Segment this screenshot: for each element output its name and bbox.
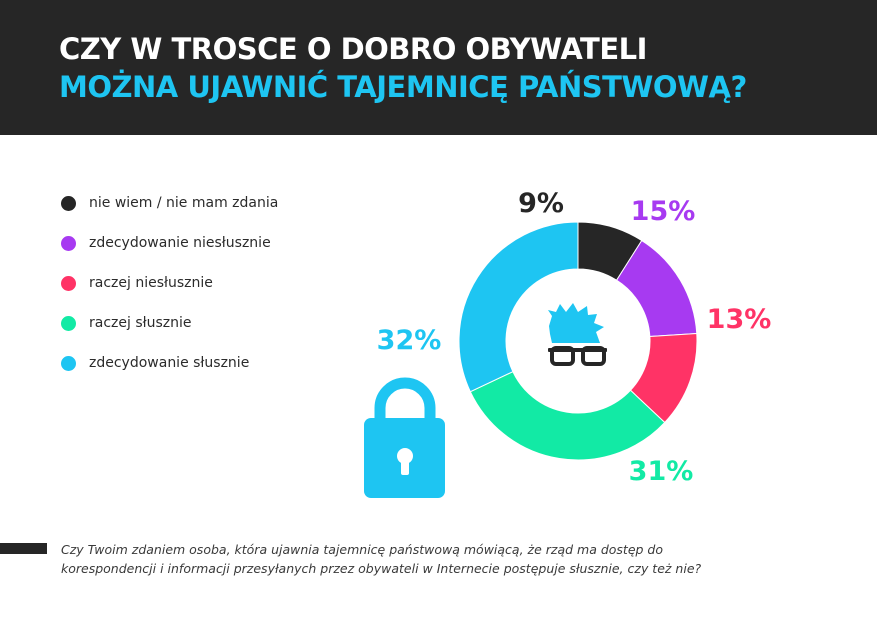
chart-legend: nie wiem / nie mam zdania zdecydowanie n… bbox=[61, 183, 278, 383]
header-banner: CZY W TROSCE O DOBRO OBYWATELI MOŻNA UJA… bbox=[0, 0, 877, 135]
page-title-line-1: CZY W TROSCE O DOBRO OBYWATELI bbox=[59, 32, 647, 66]
footnote-line-1: Czy Twoim zdaniem osoba, która ujawnia t… bbox=[61, 542, 664, 557]
legend-label: zdecydowanie słusznie bbox=[89, 355, 250, 371]
legend-swatch bbox=[61, 235, 76, 251]
legend-swatch bbox=[61, 275, 76, 291]
legend-item: raczej słusznie bbox=[61, 303, 278, 343]
legend-swatch bbox=[61, 195, 76, 211]
padlock-icon bbox=[364, 377, 445, 498]
legend-label: nie wiem / nie mam zdania bbox=[89, 195, 279, 211]
footnote-line-2: korespondencji i informacji przesyłanych… bbox=[61, 561, 702, 576]
slice-percent-label: 32% bbox=[377, 325, 442, 356]
legend-item: nie wiem / nie mam zdania bbox=[61, 183, 278, 223]
slice-percent-label: 31% bbox=[629, 456, 694, 487]
slice-percent-label: 9% bbox=[518, 188, 564, 219]
legend-swatch bbox=[61, 315, 76, 331]
legend-item: zdecydowanie słusznie bbox=[61, 343, 278, 383]
legend-label: raczej niesłusznie bbox=[89, 275, 213, 291]
legend-item: raczej niesłusznie bbox=[61, 263, 278, 303]
slice-percent-label: 13% bbox=[707, 304, 772, 335]
footnote-marker bbox=[0, 543, 47, 554]
donut-slice bbox=[469, 370, 666, 461]
legend-label: raczej słusznie bbox=[89, 315, 192, 331]
page-title-line-2: MOŻNA UJAWNIĆ TAJEMNICĘ PAŃSTWOWĄ? bbox=[59, 70, 747, 104]
legend-item: zdecydowanie niesłusznie bbox=[61, 223, 278, 263]
nerd-face-with-glasses-icon bbox=[548, 303, 607, 366]
legend-swatch bbox=[61, 355, 76, 371]
slice-percent-label: 15% bbox=[631, 196, 696, 227]
survey-question-footnote: Czy Twoim zdaniem osoba, która ujawnia t… bbox=[61, 540, 761, 578]
legend-label: zdecydowanie niesłusznie bbox=[89, 235, 271, 251]
donut-slice bbox=[458, 221, 579, 393]
donut-slices bbox=[458, 221, 698, 461]
slice-labels: 9% 15% 13% 31% 32% bbox=[377, 188, 772, 487]
